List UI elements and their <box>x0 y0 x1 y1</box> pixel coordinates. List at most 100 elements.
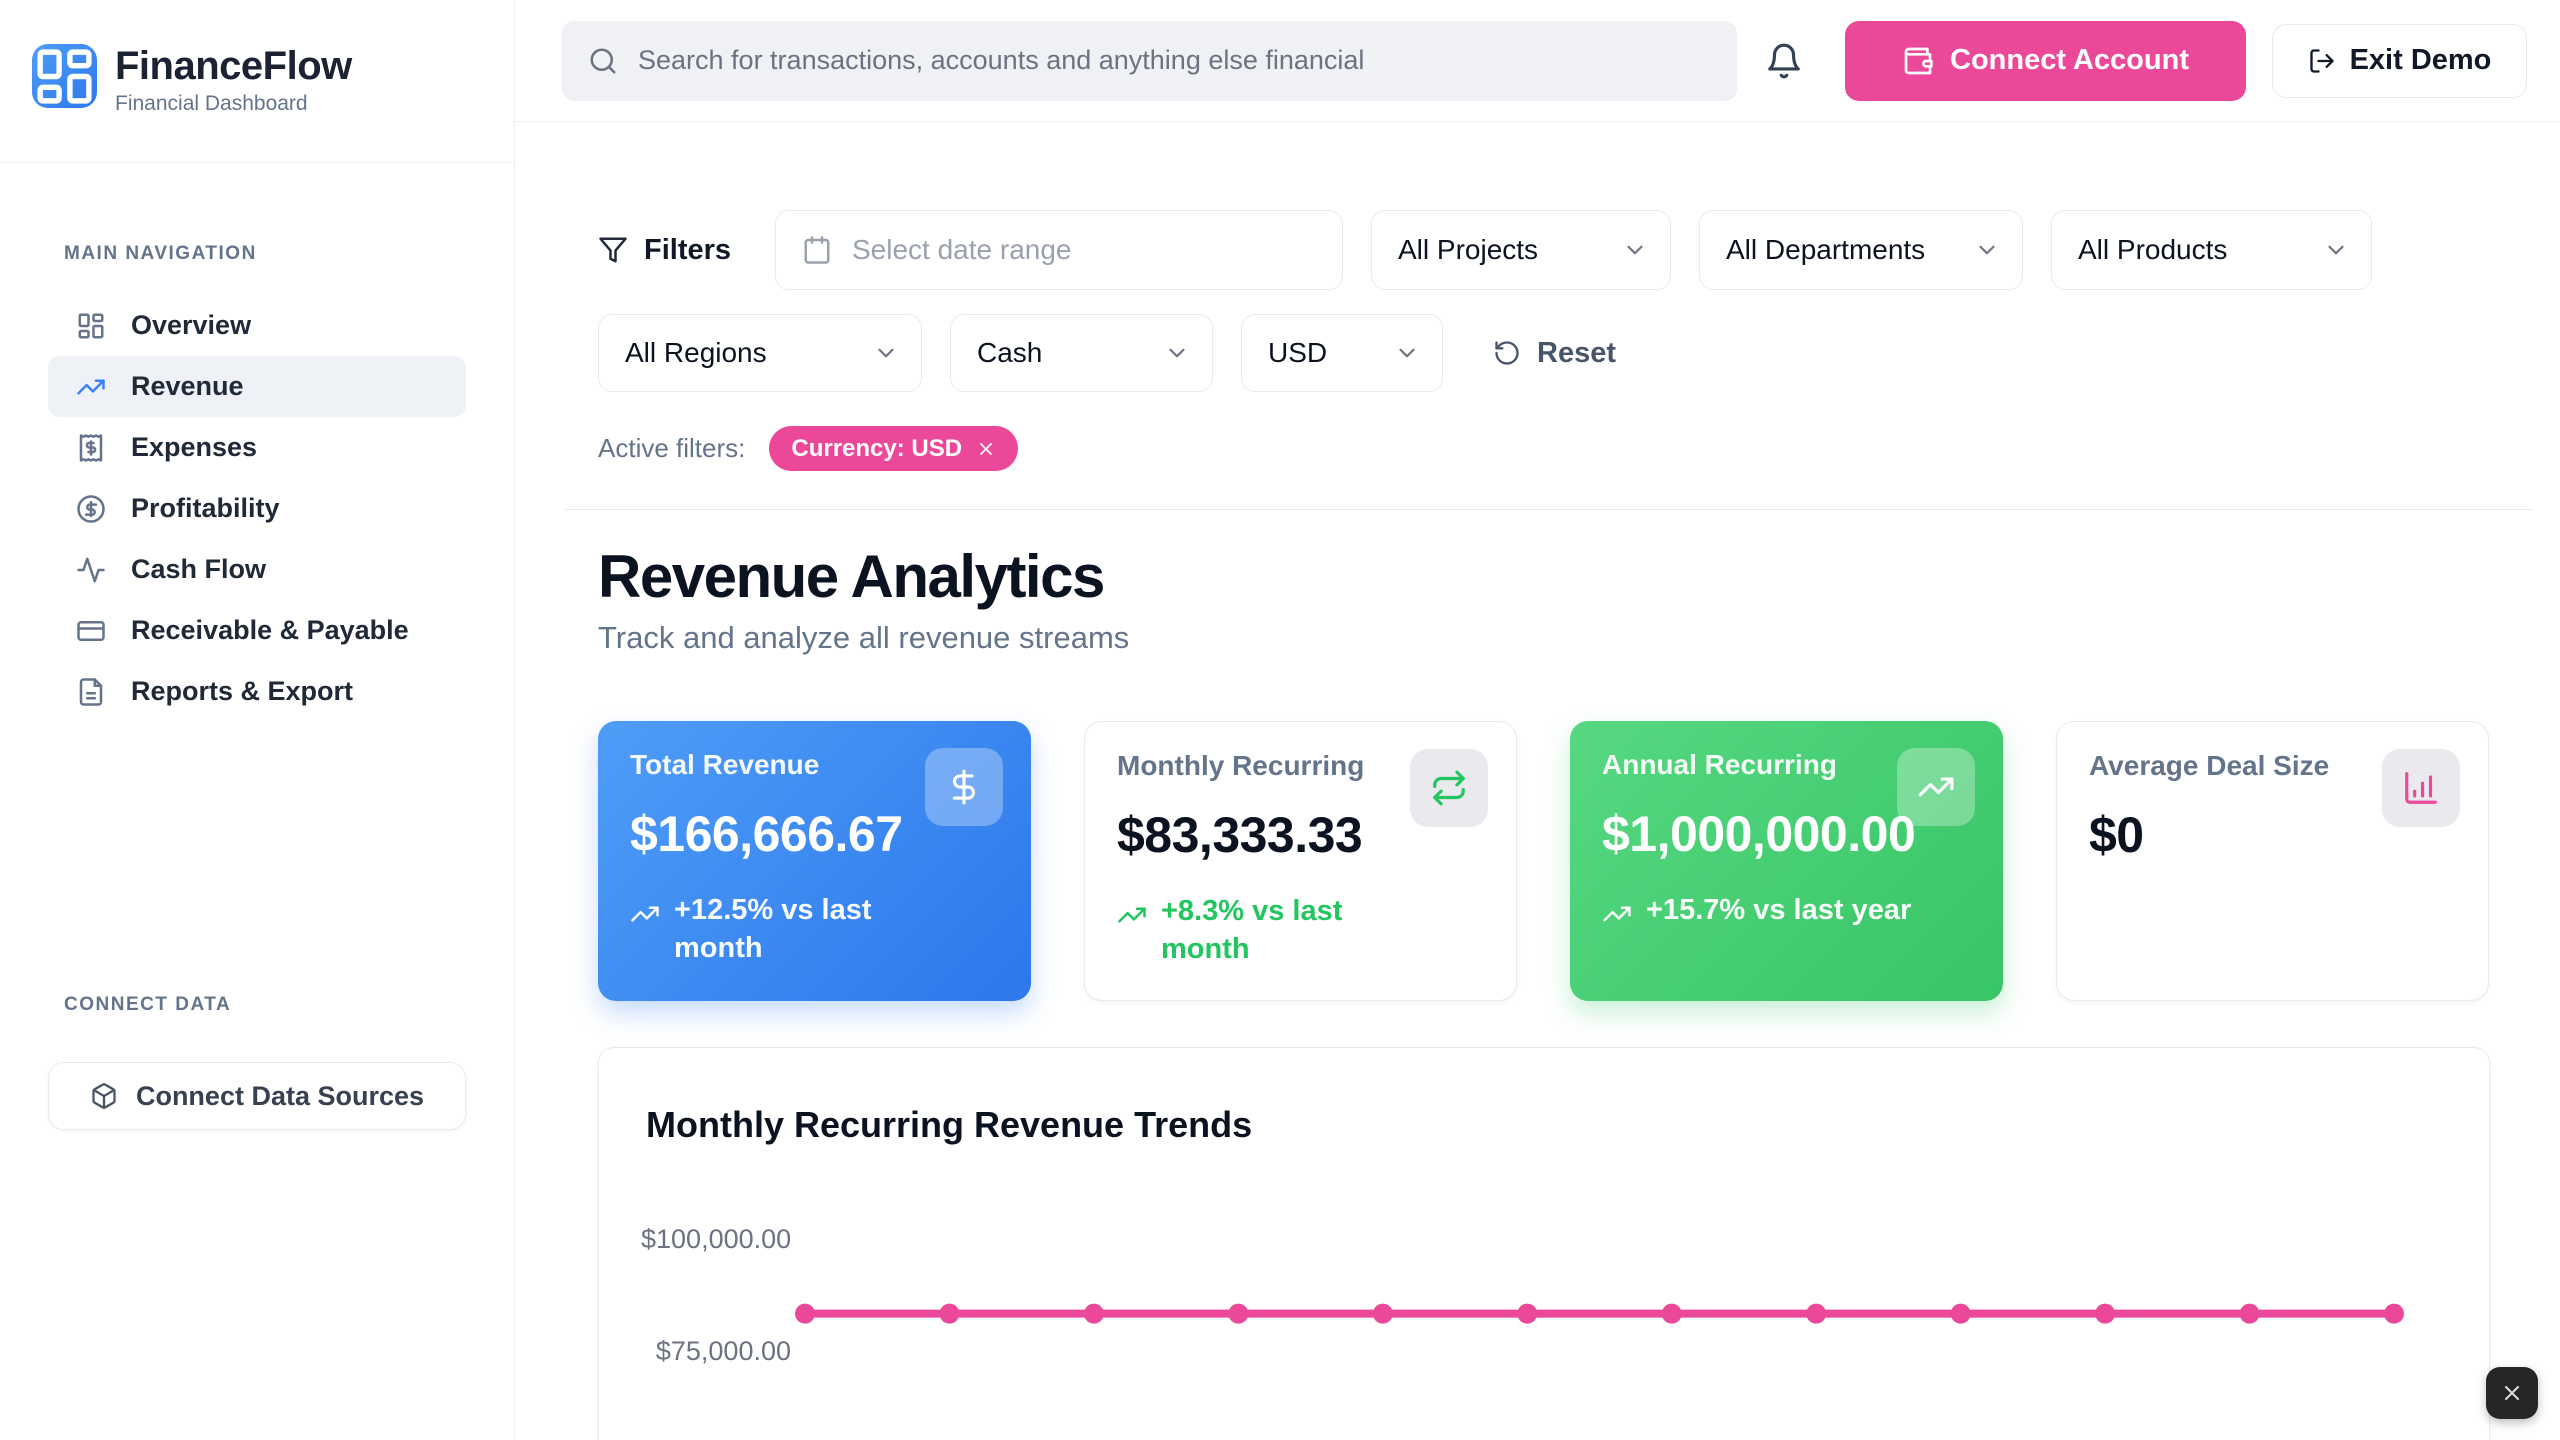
stat-cards: Total Revenue $166,666.67 +12.5% vs last m… <box>598 721 2560 1001</box>
data-point[interactable] <box>795 1303 815 1324</box>
data-point[interactable] <box>1083 1303 1104 1324</box>
sidebar-item-cash-flow[interactable]: Cash Flow <box>48 539 466 600</box>
nav-section-label: MAIN NAVIGATION <box>64 243 257 264</box>
select-value: All Products <box>2078 234 2228 265</box>
repeat-icon <box>1410 749 1488 827</box>
close-icon <box>2500 1381 2524 1405</box>
search-icon <box>588 46 618 76</box>
exit-demo-button[interactable]: Exit Demo <box>2272 23 2527 98</box>
receipt-icon <box>76 433 106 463</box>
search-bar[interactable] <box>562 20 1737 101</box>
select-value: USD <box>1268 337 1328 368</box>
stat-card-average-deal-size: Average Deal Size $0 <box>2056 721 2489 1001</box>
stat-change-text: +15.7% vs last year <box>1646 894 1912 926</box>
brand-subtitle: Financial Dashboard <box>115 92 308 115</box>
filter-select-all-departments[interactable]: All Departments <box>1699 210 2023 290</box>
active-filters-label: Active filters: <box>598 433 746 463</box>
chip-label: Currency: USD <box>791 434 963 462</box>
overlay-close-button[interactable] <box>2486 1367 2538 1419</box>
y-axis-tick: $75,000.00 <box>655 1336 791 1366</box>
sidebar-item-profitability[interactable]: Profitability <box>48 478 466 539</box>
stat-value: $83,333.33 <box>1117 807 1363 863</box>
chevron-down-icon <box>873 340 899 366</box>
rotate-ccw-icon <box>1493 339 1521 367</box>
filters-row-2: All Regions Cash USD Reset <box>598 314 2560 392</box>
bar-chart-icon <box>2382 749 2460 827</box>
data-point[interactable] <box>1806 1303 1827 1324</box>
data-point[interactable] <box>1372 1303 1393 1324</box>
data-point[interactable] <box>1950 1303 1971 1324</box>
active-filters-row: Active filters: Currency: USD <box>598 426 2560 471</box>
log-out-icon <box>2308 47 2336 75</box>
data-point[interactable] <box>1661 1303 1682 1324</box>
connect-data-sources-button[interactable]: Connect Data Sources <box>48 1062 466 1130</box>
sidebar-item-expenses[interactable]: Expenses <box>48 417 466 478</box>
data-point[interactable] <box>2384 1303 2404 1324</box>
sidebar-item-label: Receivable & Payable <box>131 615 409 645</box>
data-point[interactable] <box>939 1303 960 1324</box>
sidebar-item-overview[interactable]: Overview <box>48 295 466 356</box>
data-point[interactable] <box>2095 1303 2116 1324</box>
file-text-icon <box>76 677 106 707</box>
stat-change: +15.7% vs last year <box>1602 891 1971 929</box>
active-filter-chip-currency[interactable]: Currency: USD <box>769 426 1019 471</box>
sidebar-item-label: Expenses <box>131 432 258 462</box>
nav-items: Overview Revenue Expenses Profitability Cash… <box>48 295 466 722</box>
chart-card: Monthly Recurring Revenue Trends $100,00… <box>598 1047 2490 1440</box>
select-value: All Regions <box>625 337 767 368</box>
brand-text: FinanceFlow Financial Dashboard <box>115 44 352 116</box>
remove-filter-icon[interactable] <box>976 439 996 459</box>
filter-select-cash[interactable]: Cash <box>950 314 1213 392</box>
date-range-input[interactable] <box>775 210 1343 290</box>
filter-selects-row-2: All Regions Cash USD <box>598 314 1443 392</box>
select-value: All Departments <box>1726 234 1926 265</box>
dollar-sign-icon <box>925 748 1003 826</box>
connect-account-button[interactable]: Connect Account <box>1845 20 2246 101</box>
sidebar: FinanceFlow Financial Dashboard MAIN NAV… <box>0 0 515 1440</box>
stat-label: Annual Recurring <box>1602 749 1837 780</box>
circle-dollar-icon <box>76 494 106 524</box>
filter-select-all-regions[interactable]: All Regions <box>598 314 922 392</box>
trending-up-icon <box>630 899 660 929</box>
filter-select-usd[interactable]: USD <box>1241 314 1443 392</box>
stat-change-text: +8.3% vs last month <box>1161 895 1343 965</box>
date-range-field[interactable] <box>852 234 1316 266</box>
search-input[interactable] <box>638 45 1711 76</box>
reset-filters-button[interactable]: Reset <box>1493 337 1616 370</box>
sidebar-item-reports-export[interactable]: Reports & Export <box>48 661 466 722</box>
stat-label: Monthly Recurring <box>1117 750 1365 781</box>
data-point[interactable] <box>1517 1303 1538 1324</box>
box-icon <box>90 1082 118 1110</box>
sidebar-item-revenue[interactable]: Revenue <box>48 356 466 417</box>
sidebar-item-label: Profitability <box>131 493 280 523</box>
stat-value: $0 <box>2089 807 2144 863</box>
stat-change-text: +12.5% vs last month <box>674 894 872 964</box>
stat-label: Average Deal Size <box>2089 750 2330 781</box>
layout-dashboard-icon <box>76 311 106 341</box>
filter-selects-row-1: All Projects All Departments All Products <box>1371 210 2372 290</box>
notifications-bell-icon[interactable] <box>1765 42 1803 80</box>
filters-label: Filters <box>644 233 732 266</box>
filter-icon <box>598 235 628 265</box>
data-point[interactable] <box>1228 1303 1249 1324</box>
mrr-line-chart <box>795 1303 2404 1324</box>
stat-label: Total Revenue <box>630 749 820 780</box>
sidebar-item-receivable-payable[interactable]: Receivable & Payable <box>48 600 466 661</box>
sidebar-item-label: Cash Flow <box>131 554 267 584</box>
page-subtitle: Track and analyze all revenue streams <box>598 620 1130 655</box>
chevron-down-icon <box>2323 237 2349 263</box>
data-point[interactable] <box>2239 1303 2260 1324</box>
filter-select-all-products[interactable]: All Products <box>2051 210 2372 290</box>
filter-select-all-projects[interactable]: All Projects <box>1371 210 1671 290</box>
stat-change: +12.5% vs last month <box>630 891 999 967</box>
connect-account-label: Connect Account <box>1950 44 2189 76</box>
stat-card-monthly-recurring: Monthly Recurring $83,333.33 +8.3% vs last… <box>1084 721 1517 1001</box>
sidebar-item-label: Revenue <box>131 371 244 401</box>
brand: FinanceFlow Financial Dashboard <box>0 0 514 163</box>
chevron-down-icon <box>1394 340 1420 366</box>
app-logo-icon <box>32 44 97 108</box>
filters-title: Filters <box>598 234 747 267</box>
sidebar-item-label: Overview <box>131 310 252 340</box>
